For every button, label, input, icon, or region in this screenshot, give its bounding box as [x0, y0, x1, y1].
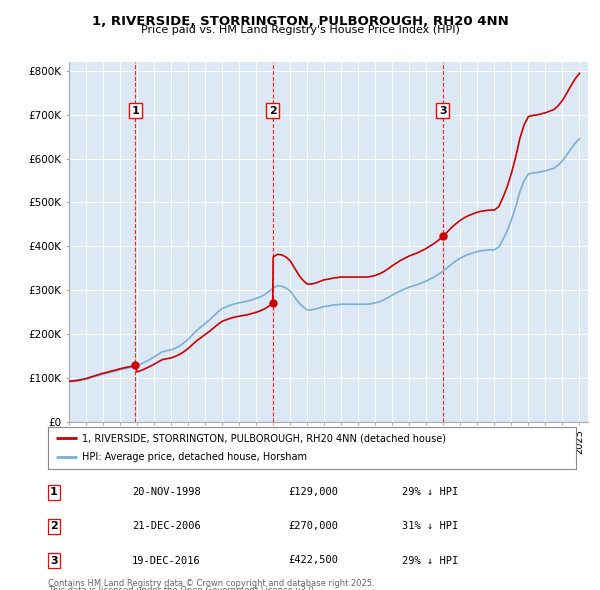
Text: 1, RIVERSIDE, STORRINGTON, PULBOROUGH, RH20 4NN (detached house): 1, RIVERSIDE, STORRINGTON, PULBOROUGH, R… — [82, 434, 446, 444]
Text: 29% ↓ HPI: 29% ↓ HPI — [402, 487, 458, 497]
Text: Price paid vs. HM Land Registry's House Price Index (HPI): Price paid vs. HM Land Registry's House … — [140, 25, 460, 35]
Text: 1, RIVERSIDE, STORRINGTON, PULBOROUGH, RH20 4NN: 1, RIVERSIDE, STORRINGTON, PULBOROUGH, R… — [92, 15, 508, 28]
Text: £129,000: £129,000 — [288, 487, 338, 497]
Text: 1: 1 — [131, 106, 139, 116]
Text: 31% ↓ HPI: 31% ↓ HPI — [402, 522, 458, 531]
Text: HPI: Average price, detached house, Horsham: HPI: Average price, detached house, Hors… — [82, 452, 307, 462]
Text: This data is licensed under the Open Government Licence v3.0.: This data is licensed under the Open Gov… — [48, 586, 316, 590]
Text: Contains HM Land Registry data © Crown copyright and database right 2025.: Contains HM Land Registry data © Crown c… — [48, 579, 374, 588]
Text: 2: 2 — [50, 522, 58, 531]
Text: 1: 1 — [50, 487, 58, 497]
Text: £270,000: £270,000 — [288, 522, 338, 531]
Text: 21-DEC-2006: 21-DEC-2006 — [132, 522, 201, 531]
Text: 20-NOV-1998: 20-NOV-1998 — [132, 487, 201, 497]
Text: 3: 3 — [50, 556, 58, 565]
Text: 19-DEC-2016: 19-DEC-2016 — [132, 556, 201, 565]
Text: 2: 2 — [269, 106, 277, 116]
Text: 3: 3 — [439, 106, 446, 116]
Text: £422,500: £422,500 — [288, 556, 338, 565]
Text: 29% ↓ HPI: 29% ↓ HPI — [402, 556, 458, 565]
